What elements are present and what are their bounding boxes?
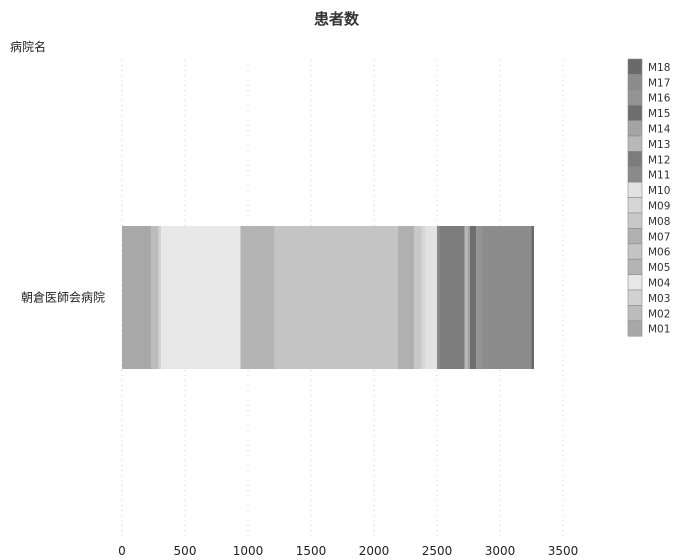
bar-segment-m02	[150, 226, 159, 369]
x-tick-label: 1500	[296, 544, 327, 558]
legend-label-m01: M01	[648, 324, 670, 336]
x-tick-label: 0	[118, 544, 126, 558]
bar-segment-m11	[437, 226, 440, 369]
bar-segment-m05	[240, 226, 275, 369]
legend-label-m09: M09	[648, 201, 670, 213]
bar-segment-m12	[439, 226, 465, 369]
legend-label-m17: M17	[648, 77, 670, 89]
legend-label-m10: M10	[648, 185, 670, 197]
legend-label-m08: M08	[648, 216, 670, 228]
chart-title: 患者数	[313, 10, 359, 28]
legend-swatch-m03	[627, 289, 643, 306]
legend-label-m05: M05	[648, 262, 670, 274]
legend-label-m07: M07	[648, 231, 670, 243]
x-tick-label: 3500	[548, 544, 579, 558]
bar-segment-m15	[469, 226, 477, 369]
legend-swatch-m04	[627, 274, 643, 291]
legend-swatch-m07	[627, 228, 643, 245]
x-tick-label: 3000	[485, 544, 516, 558]
legend-label-m14: M14	[648, 124, 671, 136]
bar-segment-m10	[425, 226, 437, 369]
bar-segment-m04	[161, 226, 241, 369]
legend-swatch-m01	[627, 320, 643, 337]
legend-label-m15: M15	[648, 108, 670, 120]
legend-swatch-m11	[627, 166, 643, 183]
y-axis-label: 病院名	[10, 40, 47, 54]
bar-segment-m03	[158, 226, 162, 369]
legend-label-m04: M04	[648, 278, 671, 290]
legend: M18 M17 M16 M15 M14 M13 M12 M11 M10 M09 M08 M07 M06 M…	[627, 58, 671, 337]
legend-swatch-m09	[627, 197, 643, 214]
legend-label-m13: M13	[648, 139, 670, 151]
x-tick-label: 500	[174, 544, 197, 558]
legend-label-m06: M06	[648, 247, 671, 259]
legend-swatch-m08	[627, 212, 643, 229]
y-category-labels: 朝倉医師会病院	[21, 290, 105, 305]
legend-swatch-m12	[627, 151, 643, 168]
x-tick-label: 2000	[359, 544, 390, 558]
legend-label-m02: M02	[648, 308, 670, 320]
bar-segment-m08	[414, 226, 422, 369]
legend-label-m03: M03	[648, 293, 670, 305]
bar-segments	[122, 226, 535, 369]
legend-swatch-m14	[627, 120, 643, 137]
legend-label-m11: M11	[648, 170, 670, 182]
bar-segment-m09	[421, 226, 426, 369]
x-tick-labels: 0 500 1000 1500 2000 2500 3000 3500	[118, 544, 578, 558]
legend-label-m18: M18	[648, 62, 670, 74]
legend-swatch-m17	[627, 74, 643, 91]
legend-swatch-m16	[627, 89, 643, 106]
bar-segment-m17	[481, 226, 532, 369]
bar-segment-m18	[531, 226, 535, 369]
bar-segment-m07	[397, 226, 415, 369]
legend-swatch-m02	[627, 305, 643, 322]
bar-segment-m16	[476, 226, 482, 369]
legend-swatch-m06	[627, 243, 643, 260]
y-category-label: 朝倉医師会病院	[21, 290, 105, 305]
legend-label-m16: M16	[648, 93, 671, 105]
x-tick-label: 1000	[233, 544, 264, 558]
x-tick-label: 2500	[422, 544, 453, 558]
legend-swatch-m15	[627, 104, 643, 121]
bar-segment-m13	[464, 226, 468, 369]
legend-swatch-m18	[627, 58, 643, 75]
legend-swatch-m10	[627, 181, 643, 198]
legend-swatch-m05	[627, 258, 643, 275]
legend-label-m12: M12	[648, 154, 670, 166]
bar-segment-m06	[274, 226, 398, 369]
bar-segment-m14	[467, 226, 470, 369]
legend-swatch-m13	[627, 135, 643, 152]
bar-segment-m01	[122, 226, 151, 369]
